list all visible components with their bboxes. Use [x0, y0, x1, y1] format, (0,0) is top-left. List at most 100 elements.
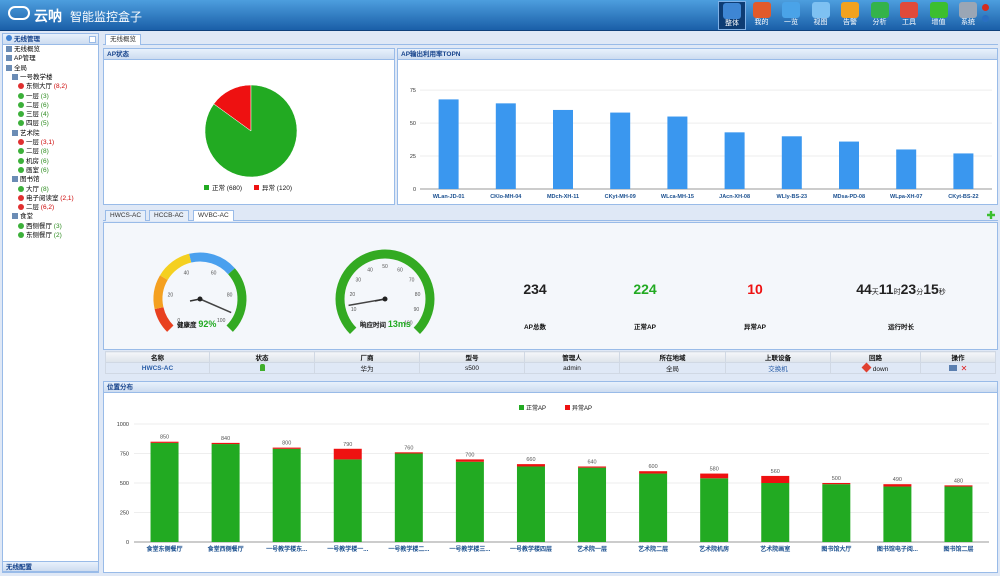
stat-label: AP总数 — [523, 324, 547, 331]
ap-topn-panel: AP输出利用率TOPN 0 25 50 75 WLan-JD-01 CKlo-MH-04 M… — [397, 48, 998, 205]
bar-segment — [822, 484, 851, 542]
tree-node[interactable]: 东侧餐厅 (2) — [18, 231, 62, 240]
column-header[interactable]: 回路 — [830, 351, 921, 363]
folder-icon — [6, 46, 12, 52]
column-header[interactable]: 管理人 — [524, 351, 620, 363]
toolbar-button-monitor[interactable]: 整体 — [718, 1, 746, 30]
status-dot-icon — [18, 157, 24, 164]
tree-node[interactable]: 艺术院 — [12, 129, 40, 138]
close-icon[interactable] — [982, 4, 989, 11]
toolbar-button-gear[interactable]: 系统 — [954, 1, 982, 30]
data-label: 490 — [893, 477, 902, 483]
tree-node[interactable]: 大厅 (8) — [18, 185, 49, 194]
device-stats-panel: 0 20 40 60 80 100 0 10 20 30 40 50 60 70 80 90 100 健康度 9… — [103, 222, 998, 350]
column-header[interactable]: 所在地域 — [619, 351, 726, 363]
bar — [839, 141, 859, 189]
tree-node[interactable]: AP管理 — [6, 54, 36, 63]
tools-icon — [900, 2, 918, 18]
tab-device-wvbc-ac[interactable]: WVBC-AC — [193, 210, 234, 221]
toolbar-button-globe[interactable]: 一览 — [777, 1, 805, 30]
column-header[interactable]: 厂商 — [314, 351, 420, 363]
tree-node[interactable]: 西侧餐厅 (3) — [18, 222, 62, 231]
tree-node[interactable]: 一层 (3) — [18, 92, 49, 101]
toolbar-button-pie-chart[interactable]: 分析 — [866, 1, 894, 30]
column-header[interactable]: 操作 — [920, 351, 996, 363]
table-header-row: 名称 状态 厂商 型号 管理人 所在地域 上联设备 回路 操作 — [105, 351, 996, 363]
tab-device-hccb-ac[interactable]: HCCB-AC — [149, 210, 189, 221]
column-header[interactable]: 状态 — [209, 351, 315, 363]
link-broken-icon — [861, 362, 872, 372]
tree-node[interactable]: 食堂 — [12, 212, 33, 221]
region-cell: 全局 — [619, 362, 726, 374]
edit-icon[interactable] — [948, 364, 957, 371]
gauge-tick-label: 20 — [350, 292, 356, 298]
status-dot-icon — [18, 101, 24, 108]
gauge-tick-label: 30 — [356, 278, 362, 284]
bar-segment — [455, 459, 484, 462]
uplink-link[interactable]: 交换机 — [725, 362, 831, 374]
toolbar-button-tools[interactable]: 工具 — [895, 1, 923, 30]
sidebar-footer[interactable]: 无线配置 — [3, 561, 98, 572]
actions-cell: ✕ — [920, 362, 996, 374]
folder-icon — [12, 73, 18, 80]
tab-device-hwcs-ac[interactable]: HWCS-AC — [105, 210, 147, 221]
x-tick-label: 艺术院一层 — [577, 545, 607, 553]
device-name-link[interactable]: HWCS-AC — [105, 362, 210, 374]
data-label: 500 — [832, 476, 841, 482]
bar-segment — [639, 471, 668, 474]
folder-icon — [6, 64, 12, 71]
delete-icon[interactable]: ✕ — [960, 363, 968, 373]
tree-node[interactable]: 全局 — [6, 64, 27, 73]
loop-cell: down — [830, 362, 921, 374]
column-header[interactable]: 型号 — [419, 351, 525, 363]
tree-node[interactable]: 无线概览 — [6, 45, 40, 54]
tree-node[interactable]: 东侧大厅 (8,2) — [18, 82, 67, 91]
gauge-band — [153, 275, 168, 310]
folder-icon — [12, 129, 18, 136]
tree-node[interactable]: 四层 (5) — [18, 119, 49, 128]
tree-node-label: 画室 — [26, 166, 39, 174]
data-label: 640 — [587, 459, 596, 465]
tree-node[interactable]: 一号教学楼 — [12, 73, 53, 82]
tree-node-label: 艺术院 — [20, 129, 40, 137]
toolbar-button-user[interactable]: 我的 — [748, 1, 776, 30]
toolbar-button-network[interactable]: 视图 — [807, 1, 835, 30]
column-header[interactable]: 名称 — [105, 351, 210, 363]
tree-node[interactable]: 三层 (4) — [18, 110, 49, 119]
add-icon[interactable] — [987, 211, 995, 219]
tree-node[interactable]: 一层 (3,1) — [18, 138, 54, 147]
brand-name: 云呐 — [34, 8, 62, 24]
table-row[interactable]: HWCS-AC 华为 s500 admin 全局 交换机 down ✕ — [105, 362, 996, 374]
tab-wireless-overview[interactable]: 无线概览 — [105, 34, 141, 45]
toolbar-label: 视图 — [813, 19, 828, 26]
y-tick-label: 250 — [120, 511, 129, 517]
minimize-icon[interactable] — [982, 15, 989, 22]
tree-node[interactable]: 图书馆 — [12, 175, 40, 184]
legend-swatch — [254, 185, 259, 190]
tree-node-label: 二层 — [26, 204, 39, 212]
gauge-hub — [197, 296, 203, 302]
gauge-tick-label: 80 — [415, 292, 421, 298]
y-tick-label: 1000 — [117, 422, 129, 428]
collapse-icon[interactable] — [89, 36, 96, 43]
tree-node[interactable]: 电子阅读室 (2,1) — [18, 194, 74, 203]
stat-label: 正常AP — [633, 324, 657, 331]
tree-node[interactable]: 二层 (8) — [18, 147, 49, 156]
column-header[interactable]: 上联设备 — [725, 351, 831, 363]
tree-node-count: (6,2) — [39, 204, 55, 212]
tree-node-label: 一层 — [26, 139, 39, 146]
tree-node[interactable]: 二层 (6) — [18, 101, 49, 110]
sidebar: 无线管理 无线配置 — [2, 33, 99, 573]
tree-node[interactable]: 二层 (6,2) — [18, 203, 54, 212]
tree-node-count: (4) — [39, 111, 49, 119]
bar — [495, 103, 516, 189]
toolbar-button-warning[interactable]: 告警 — [836, 1, 864, 30]
x-tick-label: WLpa-XH-07 — [890, 194, 922, 200]
x-tick-label: 艺术院画室 — [760, 545, 790, 553]
toolbar-button-plus[interactable]: 增值 — [925, 1, 953, 30]
data-label: 800 — [282, 441, 291, 447]
tree-node[interactable]: 机房 (6) — [18, 157, 49, 166]
y-tick-label: 500 — [120, 481, 129, 487]
data-label: 660 — [526, 457, 535, 463]
tree-node[interactable]: 画室 (6) — [18, 166, 49, 175]
